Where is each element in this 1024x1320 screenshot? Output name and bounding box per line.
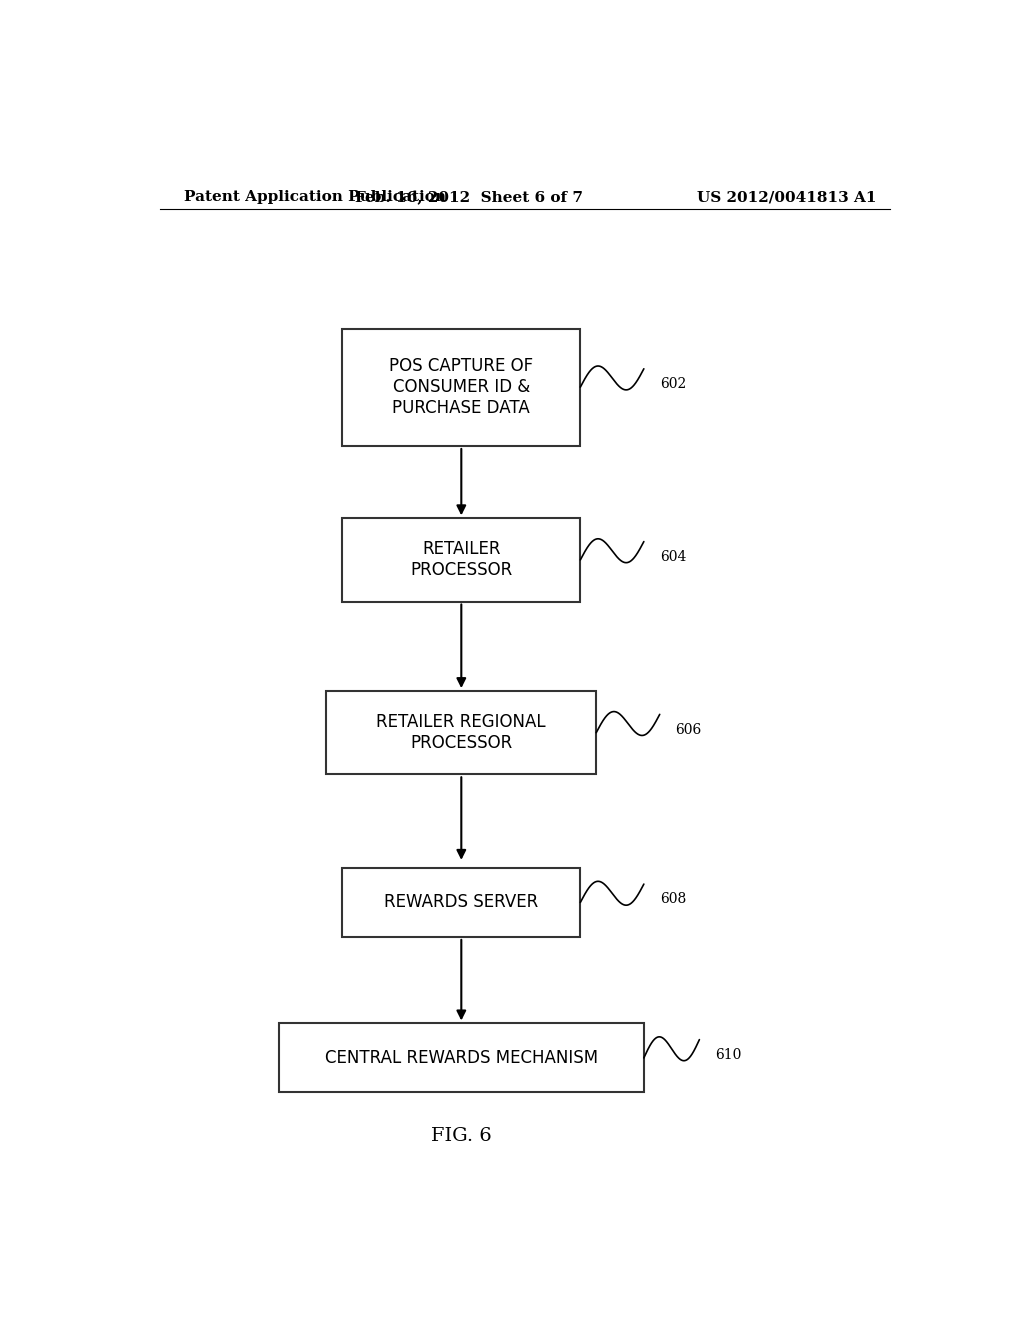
Text: 610: 610 — [715, 1048, 741, 1061]
Text: RETAILER REGIONAL
PROCESSOR: RETAILER REGIONAL PROCESSOR — [377, 713, 546, 752]
Text: CENTRAL REWARDS MECHANISM: CENTRAL REWARDS MECHANISM — [325, 1049, 598, 1067]
Bar — [327, 690, 596, 775]
Text: REWARDS SERVER: REWARDS SERVER — [384, 894, 539, 911]
Text: Patent Application Publication: Patent Application Publication — [183, 190, 445, 205]
Bar — [342, 867, 581, 937]
Text: 608: 608 — [659, 892, 686, 907]
Text: US 2012/0041813 A1: US 2012/0041813 A1 — [697, 190, 877, 205]
Text: 606: 606 — [676, 722, 701, 737]
Text: 602: 602 — [659, 378, 686, 391]
Text: FIG. 6: FIG. 6 — [431, 1127, 492, 1146]
Bar — [342, 329, 581, 446]
Text: POS CAPTURE OF
CONSUMER ID &
PURCHASE DATA: POS CAPTURE OF CONSUMER ID & PURCHASE DA… — [389, 358, 534, 417]
Text: RETAILER
PROCESSOR: RETAILER PROCESSOR — [411, 540, 512, 579]
Bar — [279, 1023, 644, 1093]
Bar — [342, 519, 581, 602]
Text: Feb. 16, 2012  Sheet 6 of 7: Feb. 16, 2012 Sheet 6 of 7 — [355, 190, 584, 205]
Text: 604: 604 — [659, 550, 686, 564]
